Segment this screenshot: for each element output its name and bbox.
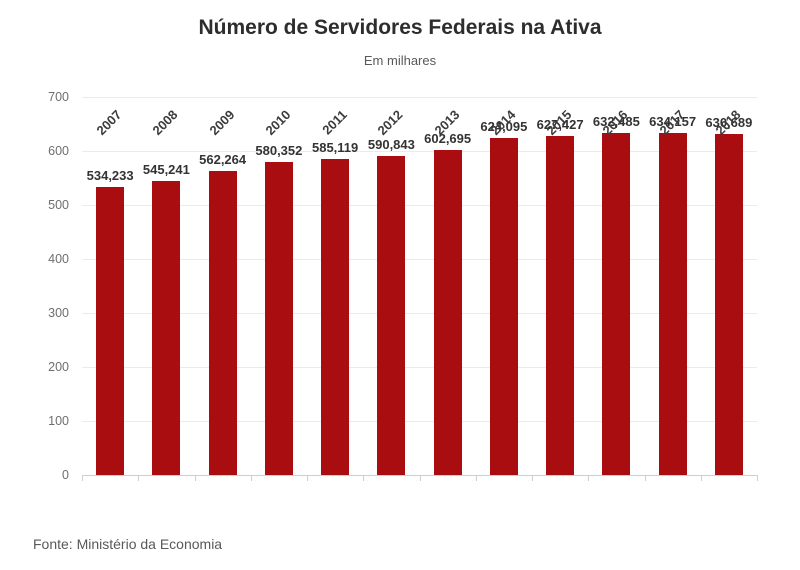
bar-2015 [546,136,575,475]
bar-2013 [433,149,462,475]
gridline [82,205,757,206]
bar-2008 [152,180,181,475]
bar-value-label: 580,352 [255,142,303,158]
bar-value-label: 632,485 [592,114,640,130]
bar-2011 [321,159,350,475]
chart-title: Número de Servidores Federais na Ativa [198,16,602,39]
y-axis-tick-label: 200 [48,360,69,374]
y-axis-tick-label: 400 [48,252,69,266]
bar-2009 [208,171,237,475]
gridline [82,151,757,152]
bar-2010 [264,161,293,475]
chart-subtitle: Em milhares [363,53,437,68]
bar-value-label: 602,695 [424,130,472,146]
x-axis-tick [250,475,252,481]
x-axis-category-label: 2011 [319,107,350,138]
bar-value-label: 585,119 [311,140,359,156]
x-axis-tick [194,475,196,481]
x-axis-category-label: 2012 [374,107,406,139]
gridline [82,421,757,422]
y-axis-tick-label: 600 [48,144,69,158]
x-axis-tick [588,475,590,481]
y-axis-tick-label: 500 [48,198,69,212]
x-axis-category-label: 2010 [262,107,294,139]
x-axis-category-label: 2007 [93,107,125,139]
bar-value-label: 624,095 [480,119,528,134]
x-axis-tick [700,475,702,481]
gridline [82,259,757,260]
bar-value-label: 562,264 [199,152,247,168]
bar-2012 [377,155,406,475]
bar-value-label: 634,157 [649,113,697,129]
x-axis-tick [532,475,533,481]
bar-value-label: 534,233 [86,167,134,183]
bar-value-label: 545,241 [142,161,190,177]
y-axis-tick-label: 700 [48,90,69,104]
bar-2018 [714,134,743,475]
x-axis-tick [475,475,477,481]
y-axis-tick-label: 100 [48,414,69,428]
gridline [82,367,757,368]
x-axis-tick [644,475,646,481]
x-axis-category-label: 2008 [149,107,181,139]
bar-2016 [602,133,631,475]
bar-value-label: 627,427 [536,117,584,133]
plot-area: 0 100 200 300 400 500 600 700 534,233 2007 545,241… [48,90,758,482]
bar-value-label: 590,843 [367,136,415,152]
x-axis-tick [82,475,83,481]
x-axis-tick [419,475,421,481]
x-axis-tick [138,475,140,481]
x-axis-tick [307,475,308,481]
bar-2007 [96,186,125,475]
y-axis-tick-label: 0 [62,468,69,482]
x-axis-tick [363,475,365,481]
x-axis-category-label: 2009 [206,107,238,139]
x-axis-tick [757,475,758,481]
source-note: Fonte: Ministério da Economia [33,536,223,552]
bar-2017 [658,132,687,475]
bar-2014 [489,138,518,475]
bar-value-label: 630,689 [705,115,753,131]
y-axis-tick-label: 300 [48,306,69,320]
gridline [82,97,757,98]
gridline [82,313,757,314]
